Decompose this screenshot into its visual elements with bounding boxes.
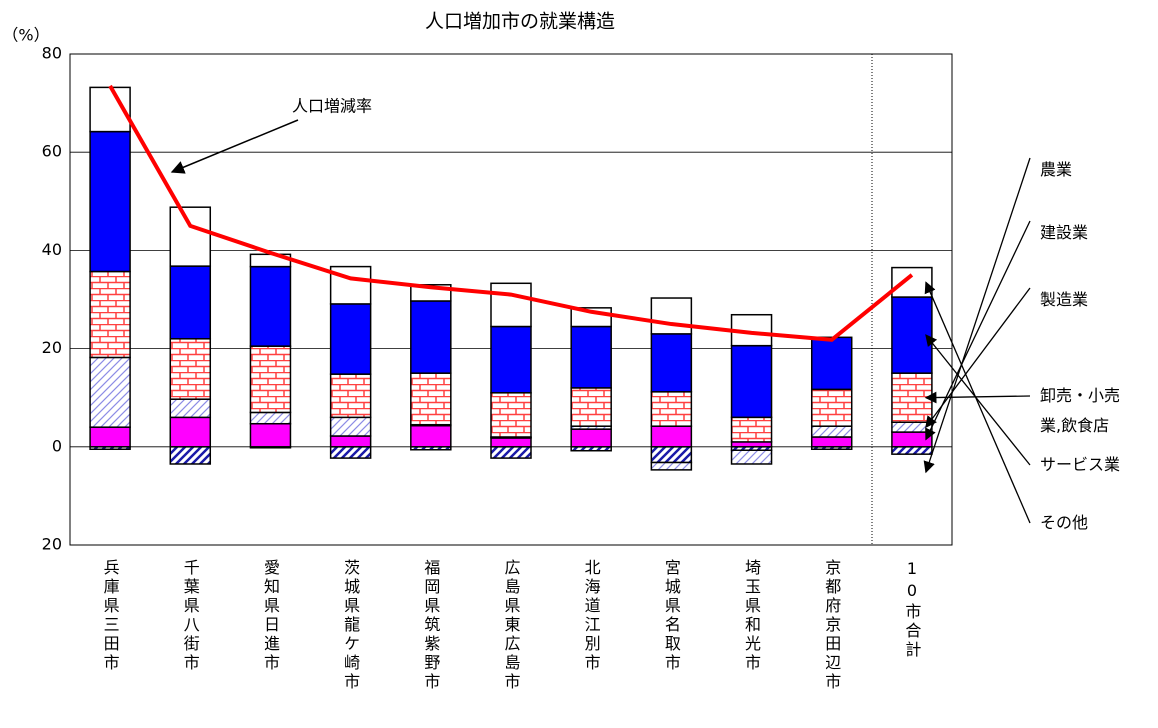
x-tick-label: 福岡県筑紫野市 bbox=[421, 559, 440, 692]
legend-label: 製造業 bbox=[1040, 290, 1089, 309]
legend-arrow bbox=[925, 334, 1031, 466]
y-tick-label: 60 bbox=[42, 142, 62, 161]
bar-segment bbox=[169, 338, 212, 400]
bar-segment bbox=[650, 446, 693, 464]
bar-segment bbox=[169, 446, 212, 465]
y-tick-label: 80 bbox=[42, 44, 62, 63]
bar-segment bbox=[650, 333, 693, 393]
legend-arrow bbox=[923, 157, 1031, 474]
bar-segment bbox=[249, 265, 292, 347]
bar-segment bbox=[249, 422, 292, 448]
y-tick-label: 20 bbox=[42, 338, 62, 357]
legend-arrow bbox=[924, 281, 1031, 524]
line-annotation: 人口増減率 bbox=[292, 97, 372, 116]
x-tick-label: 埼玉県和光市 bbox=[742, 559, 761, 673]
bar-segment bbox=[650, 391, 693, 427]
legend-label: 卸売・小売業,飲食店 bbox=[1040, 386, 1121, 435]
bar-segment bbox=[810, 336, 853, 391]
bar-segment bbox=[89, 130, 131, 273]
bar-segment bbox=[329, 435, 372, 448]
bar-segment bbox=[89, 270, 131, 359]
bar-segment bbox=[329, 373, 372, 419]
x-tick-label: 10市合計 bbox=[902, 559, 921, 660]
bar-segment bbox=[169, 265, 212, 340]
legend-label: その他 bbox=[1040, 513, 1089, 532]
bar-segment bbox=[490, 437, 532, 448]
bar-segment bbox=[410, 372, 452, 426]
bar-segment bbox=[570, 325, 612, 389]
bar-segment bbox=[490, 325, 532, 394]
bar-segment bbox=[410, 300, 452, 374]
bar-segment bbox=[810, 388, 853, 427]
line-series bbox=[108, 84, 914, 342]
x-tick-label: 愛知県日進市 bbox=[261, 559, 280, 673]
legend-label: 農業 bbox=[1040, 160, 1073, 179]
bar-segment bbox=[730, 344, 773, 419]
bar-segment bbox=[329, 265, 372, 305]
bar-segment bbox=[410, 424, 452, 448]
x-tick-label: 広島県東広島市 bbox=[502, 559, 521, 692]
bar-segment bbox=[570, 428, 612, 448]
bar-segment bbox=[810, 436, 853, 448]
x-tick-label: 千葉県八街市 bbox=[181, 559, 200, 673]
bar-segment bbox=[89, 356, 131, 428]
legend-arrow bbox=[925, 287, 1031, 429]
x-tick-label: 京都府京田辺市 bbox=[822, 559, 841, 692]
bar-segment bbox=[490, 392, 532, 438]
x-tick-label: 茨城県龍ケ崎市 bbox=[341, 559, 360, 692]
annotation-arrow bbox=[170, 119, 299, 174]
bar-segment bbox=[249, 345, 292, 414]
bar-segment bbox=[570, 387, 612, 427]
y-axis-label: （%） bbox=[2, 26, 49, 45]
x-tick-label: 兵庫県三田市 bbox=[101, 559, 120, 673]
bar-segment bbox=[891, 446, 933, 455]
y-tick-label: 40 bbox=[42, 240, 62, 259]
x-tick-label: 宮城県名取市 bbox=[662, 559, 681, 673]
bar-segment bbox=[730, 416, 773, 443]
bar-segment bbox=[329, 416, 372, 437]
bar-segment bbox=[810, 425, 853, 438]
bar-segment bbox=[249, 411, 292, 425]
bar-segment bbox=[650, 461, 693, 471]
y-tick-label: 0 bbox=[52, 436, 62, 455]
bar-segment bbox=[650, 297, 693, 335]
legend-arrow bbox=[924, 391, 1031, 404]
bar-segment bbox=[169, 416, 212, 448]
bar-segment bbox=[650, 425, 693, 448]
bar-segment bbox=[329, 303, 372, 375]
legend-label: サービス業 bbox=[1040, 455, 1121, 474]
bar-segment bbox=[169, 398, 212, 419]
x-tick-label: 北海道江別市 bbox=[582, 559, 601, 673]
bar-segment bbox=[89, 426, 131, 448]
bar-segment bbox=[490, 446, 532, 459]
bar-segment bbox=[169, 206, 212, 267]
y-tick-label: 20 bbox=[42, 535, 62, 554]
bar-segment bbox=[329, 446, 372, 459]
bar-segment bbox=[730, 449, 773, 465]
legend-label: 建設業 bbox=[1040, 223, 1089, 242]
bar-segment bbox=[490, 282, 532, 328]
chart-title: 人口増加市の就業構造 bbox=[425, 11, 615, 33]
